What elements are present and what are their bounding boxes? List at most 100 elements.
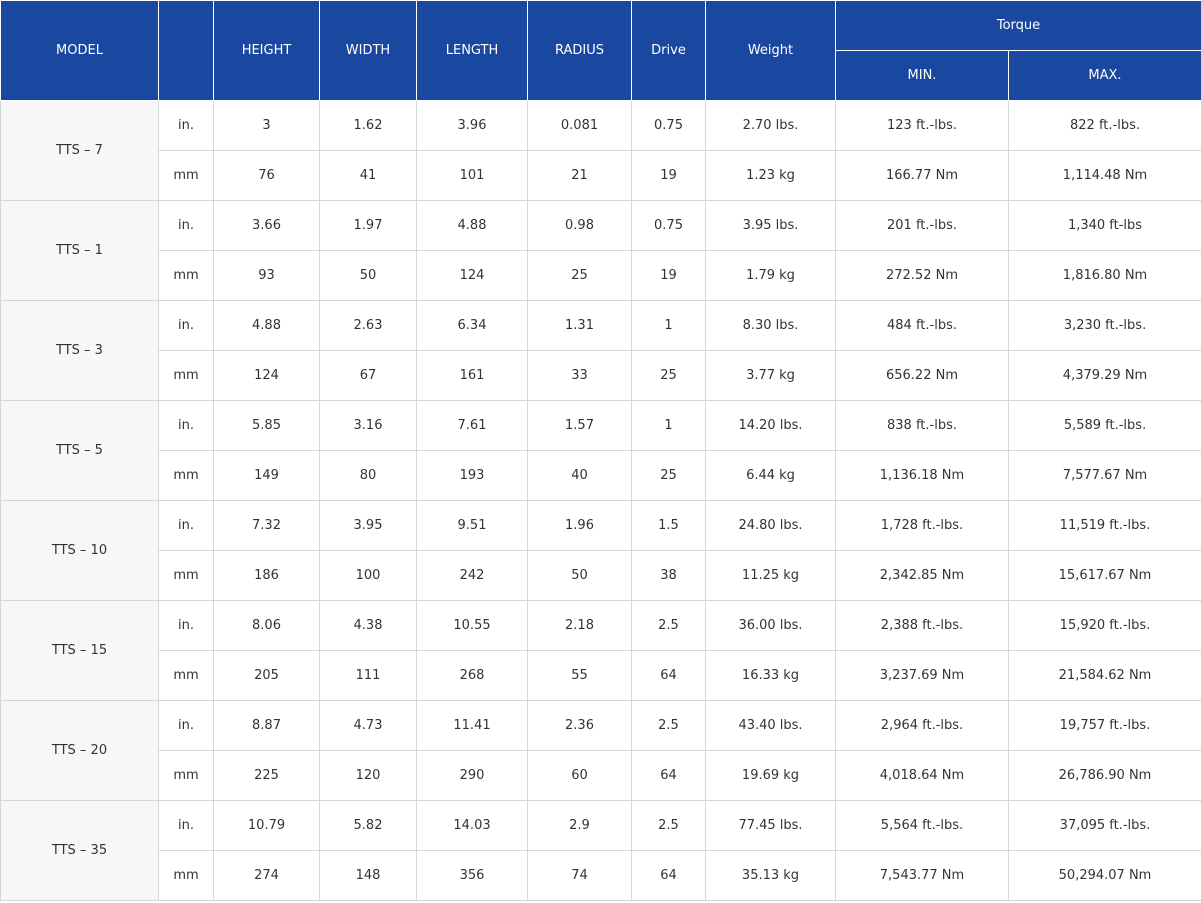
table-row: TTS – 5 in. 5.85 3.16 7.61 1.57 1 14.20 lbs. 838… (0, 400, 1201, 501)
height-cell: 7.32 (213, 500, 320, 551)
length-cell: 4.88 (416, 200, 528, 251)
unit-cell: in. (158, 700, 214, 751)
length-cell: 3.96 (416, 100, 528, 151)
radius-cell: 25 (527, 250, 632, 301)
drive-cell: 2.5 (631, 800, 706, 851)
height-cell: 4.88 (213, 300, 320, 351)
drive-cell: 25 (631, 450, 706, 501)
length-cell: 124 (416, 250, 528, 301)
header-torque: Torque (834, 0, 1201, 51)
length-cell: 268 (416, 650, 528, 701)
unit-cell: in. (158, 500, 214, 551)
max-cell: 11,519 ft.-lbs. (1007, 500, 1201, 551)
radius-cell: 2.18 (527, 600, 632, 651)
length-cell: 9.51 (416, 500, 528, 551)
radius-cell: 2.36 (527, 700, 632, 751)
height-cell: 3.66 (213, 200, 320, 251)
header-radius: RADIUS (527, 0, 632, 101)
header-unit (158, 0, 214, 101)
table-row: mm 225 120 290 60 64 19.69 kg 4,018.64 Nm 26,786… (1, 750, 1201, 801)
height-cell: 149 (213, 450, 320, 501)
width-cell: 4.38 (319, 600, 417, 651)
min-cell: 484 ft.-lbs. (835, 300, 1009, 351)
model-cell: TTS – 3 (0, 300, 159, 401)
drive-cell: 64 (631, 850, 706, 901)
header-model: MODEL (0, 0, 159, 101)
max-cell: 26,786.90 Nm (1007, 750, 1201, 801)
drive-cell: 19 (631, 150, 706, 201)
weight-cell: 43.40 lbs. (705, 700, 836, 751)
height-cell: 186 (213, 550, 320, 601)
weight-cell: 3.77 kg (705, 350, 836, 401)
width-cell: 80 (319, 450, 417, 501)
model-cell: TTS – 5 (0, 400, 159, 501)
width-cell: 67 (319, 350, 417, 401)
weight-cell: 3.95 lbs. (705, 200, 836, 251)
table-row: mm 274 148 356 74 64 35.13 kg 7,543.77 Nm 50,294… (1, 850, 1201, 901)
unit-cell: mm (158, 450, 214, 501)
weight-cell: 35.13 kg (705, 850, 836, 901)
width-cell: 111 (319, 650, 417, 701)
max-cell: 3,230 ft.-lbs. (1007, 300, 1201, 351)
weight-cell: 6.44 kg (705, 450, 836, 501)
table-row: TTS – 3 in. 4.88 2.63 6.34 1.31 1 8.30 lbs. 484 … (0, 300, 1201, 401)
drive-cell: 2.5 (631, 600, 706, 651)
min-cell: 656.22 Nm (835, 350, 1009, 401)
width-cell: 1.62 (319, 100, 417, 151)
radius-cell: 1.57 (527, 400, 632, 451)
drive-cell: 64 (631, 750, 706, 801)
unit-cell: mm (158, 850, 214, 901)
length-cell: 7.61 (416, 400, 528, 451)
table-row: mm 124 67 161 33 25 3.77 kg 656.22 Nm 4,379.29 N… (1, 350, 1201, 401)
radius-cell: 0.98 (527, 200, 632, 251)
weight-cell: 2.70 lbs. (705, 100, 836, 151)
radius-cell: 40 (527, 450, 632, 501)
drive-cell: 64 (631, 650, 706, 701)
length-cell: 101 (416, 150, 528, 201)
unit-cell: in. (158, 400, 214, 451)
drive-cell: 1 (631, 400, 706, 451)
drive-cell: 0.75 (631, 200, 706, 251)
min-cell: 4,018.64 Nm (835, 750, 1009, 801)
unit-cell: mm (158, 350, 214, 401)
drive-cell: 19 (631, 250, 706, 301)
drive-cell: 1 (631, 300, 706, 351)
radius-cell: 60 (527, 750, 632, 801)
header-height: HEIGHT (213, 0, 320, 101)
min-cell: 166.77 Nm (835, 150, 1009, 201)
height-cell: 3 (213, 100, 320, 151)
height-cell: 205 (213, 650, 320, 701)
max-cell: 1,114.48 Nm (1007, 150, 1201, 201)
max-cell: 50,294.07 Nm (1007, 850, 1201, 901)
length-cell: 11.41 (416, 700, 528, 751)
min-cell: 838 ft.-lbs. (835, 400, 1009, 451)
table-row: mm 93 50 124 25 19 1.79 kg 272.52 Nm 1,816.80 Nm (1, 250, 1201, 301)
radius-cell: 55 (527, 650, 632, 701)
table-row: TTS – 15 in. 8.06 4.38 10.55 2.18 2.5 36.00 lbs… (0, 600, 1201, 701)
unit-cell: mm (158, 750, 214, 801)
unit-cell: mm (158, 550, 214, 601)
header-weight: Weight (705, 0, 836, 101)
header-torque-min: MIN. (835, 50, 1009, 101)
radius-cell: 2.9 (527, 800, 632, 851)
unit-cell: in. (158, 800, 214, 851)
weight-cell: 1.79 kg (705, 250, 836, 301)
min-cell: 2,342.85 Nm (835, 550, 1009, 601)
unit-cell: in. (158, 100, 214, 151)
model-cell: TTS – 1 (0, 200, 159, 301)
table-row: TTS – 10 in. 7.32 3.95 9.51 1.96 1.5 24.80 lbs.… (0, 500, 1201, 601)
drive-cell: 1.5 (631, 500, 706, 551)
max-cell: 1,816.80 Nm (1007, 250, 1201, 301)
drive-cell: 0.75 (631, 100, 706, 151)
header-width: WIDTH (319, 0, 417, 101)
height-cell: 8.06 (213, 600, 320, 651)
length-cell: 6.34 (416, 300, 528, 351)
min-cell: 2,388 ft.-lbs. (835, 600, 1009, 651)
model-cell: TTS – 7 (0, 100, 159, 201)
width-cell: 41 (319, 150, 417, 201)
unit-cell: in. (158, 600, 214, 651)
drive-cell: 2.5 (631, 700, 706, 751)
weight-cell: 24.80 lbs. (705, 500, 836, 551)
radius-cell: 21 (527, 150, 632, 201)
